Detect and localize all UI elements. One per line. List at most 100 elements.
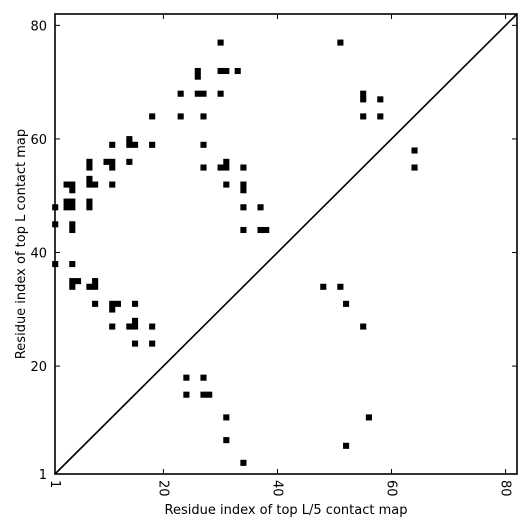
x-tick-label: 20 [155, 480, 170, 497]
upper-contact-cell [234, 67, 241, 75]
upper-contact-cell [109, 164, 116, 171]
upper-contact-cell [149, 113, 156, 120]
lower-contact-cell [240, 459, 247, 466]
lower-contact-cell [132, 317, 139, 324]
upper-contact-cell [92, 181, 99, 188]
lower-contact-cell [360, 113, 367, 120]
lower-contact-cell [69, 283, 76, 290]
lower-contact-cell [411, 164, 418, 171]
lower-contact-cell [132, 323, 139, 330]
upper-contact-cell [132, 141, 139, 148]
lower-contact-cell [92, 278, 99, 285]
lower-contact-cell [411, 147, 418, 154]
x-tick-label: 60 [384, 480, 399, 497]
lower-contact-cell [343, 300, 350, 307]
upper-contact-cell [149, 141, 156, 148]
upper-contact-cell [200, 141, 207, 148]
upper-contact-cell [194, 73, 201, 80]
upper-contact-cell [69, 261, 76, 268]
lower-contact-cell [149, 323, 156, 330]
upper-contact-cell [223, 181, 230, 188]
upper-contact-cell [69, 198, 76, 205]
upper-contact-cell [109, 158, 116, 165]
lower-contact-cell [206, 391, 213, 398]
lower-contact-cell [109, 306, 116, 313]
lower-contact-cell [377, 113, 384, 120]
axis-ticks: 1 20 40 60 80 1 20 40 60 80 [30, 14, 517, 497]
contact-cells [52, 39, 418, 466]
lower-contact-cell [365, 414, 372, 421]
upper-contact-cell [217, 164, 224, 171]
upper-contact-cell [223, 67, 230, 75]
upper-contact-cell [194, 67, 201, 75]
upper-contact-cell [200, 90, 207, 97]
upper-contact-cell [126, 158, 133, 165]
upper-contact-cell [240, 187, 247, 194]
upper-contact-cell [240, 181, 247, 188]
upper-contact-cell [69, 181, 76, 188]
lower-contact-cell [360, 323, 367, 330]
lower-contact-cell [337, 283, 344, 290]
lower-contact-cell [183, 391, 190, 398]
upper-contact-cell [223, 158, 230, 165]
lower-contact-cell [126, 323, 133, 330]
lower-contact-cell [92, 300, 99, 307]
lower-contact-cell [200, 391, 207, 398]
upper-contact-cell [200, 113, 207, 120]
upper-contact-cell [263, 226, 270, 234]
lower-contact-cell [132, 340, 139, 347]
lower-contact-cell [360, 96, 367, 103]
lower-contact-cell [92, 283, 99, 290]
lower-contact-cell [223, 437, 230, 444]
lower-contact-cell [74, 278, 82, 285]
lower-contact-cell [86, 283, 93, 290]
x-tick-label: 1 [47, 480, 62, 488]
upper-contact-cell [240, 226, 247, 234]
upper-contact-cell [69, 221, 76, 228]
upper-contact-cell [217, 90, 224, 97]
lower-contact-cell [223, 414, 230, 421]
y-tick-label: 40 [30, 247, 47, 262]
y-tick-label: 60 [30, 133, 47, 148]
lower-contact-cell [200, 374, 207, 381]
lower-contact-cell [360, 90, 367, 97]
plot-frame [54, 13, 518, 475]
upper-contact-cell [109, 181, 116, 188]
lower-contact-cell [149, 340, 156, 347]
lower-contact-cell [109, 323, 116, 330]
upper-contact-cell [103, 158, 110, 165]
upper-contact-cell [223, 164, 230, 171]
upper-contact-cell [126, 136, 133, 143]
lower-contact-cell [109, 300, 116, 307]
lower-contact-cell [320, 283, 327, 290]
upper-contact-cell [240, 204, 247, 211]
upper-contact-cell [177, 90, 184, 97]
upper-contact-cell [69, 187, 76, 194]
y-tick-label: 20 [30, 360, 47, 375]
y-tick-label: 80 [30, 19, 47, 34]
upper-contact-cell [63, 204, 70, 211]
diagonal-line [54, 13, 518, 475]
upper-contact-cell [63, 198, 70, 205]
upper-contact-cell [200, 164, 207, 171]
lower-contact-cell [114, 300, 121, 307]
upper-contact-cell [177, 113, 184, 120]
upper-contact-cell [86, 175, 93, 182]
upper-contact-cell [257, 204, 264, 211]
lower-contact-cell [343, 442, 350, 449]
x-tick-label: 40 [269, 480, 284, 497]
upper-contact-cell [217, 67, 224, 75]
x-tick-label: 80 [498, 480, 513, 497]
upper-contact-cell [69, 204, 76, 211]
upper-contact-cell [63, 181, 70, 188]
upper-contact-cell [194, 90, 201, 97]
lower-contact-cell [132, 300, 139, 307]
lower-contact-cell [377, 96, 384, 103]
upper-contact-cell [257, 226, 264, 234]
lower-contact-cell [337, 39, 344, 46]
upper-contact-cell [109, 141, 116, 148]
upper-contact-cell [86, 164, 93, 171]
y-tick-label: 1 [39, 468, 47, 483]
upper-contact-cell [240, 164, 247, 171]
